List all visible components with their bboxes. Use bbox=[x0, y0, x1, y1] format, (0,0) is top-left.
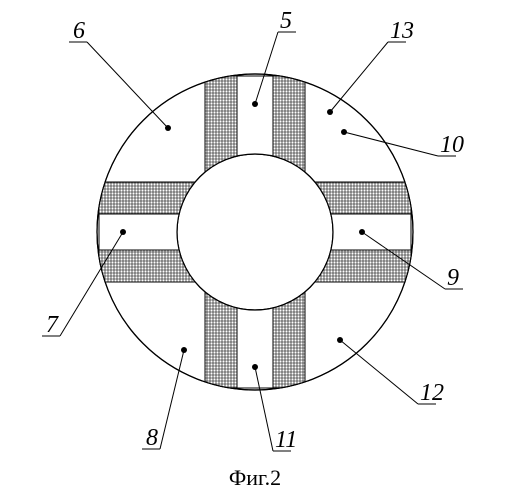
leader-12 bbox=[340, 340, 418, 404]
label-5: 5 bbox=[280, 8, 292, 34]
v-band-left-hatch bbox=[205, 76, 237, 388]
label-9: 9 bbox=[447, 265, 459, 291]
figure-caption: Фиг.2 bbox=[229, 465, 281, 490]
leader-6 bbox=[87, 42, 168, 128]
h-band-top-hatch bbox=[99, 182, 411, 214]
label-8: 8 bbox=[146, 425, 158, 451]
label-7: 7 bbox=[46, 312, 59, 338]
label-11: 11 bbox=[275, 427, 297, 453]
label-6: 6 bbox=[73, 18, 85, 44]
v-band-center bbox=[237, 76, 273, 388]
h-band-bottom-hatch bbox=[99, 250, 411, 282]
label-10: 10 bbox=[440, 132, 464, 158]
figure-svg: 5 6 7 8 9 10 11 12 13 Фиг.2 bbox=[0, 0, 510, 500]
v-band-right-hatch bbox=[273, 76, 305, 388]
label-12: 12 bbox=[420, 380, 444, 406]
label-13: 13 bbox=[390, 18, 414, 44]
leader-13 bbox=[330, 42, 388, 112]
